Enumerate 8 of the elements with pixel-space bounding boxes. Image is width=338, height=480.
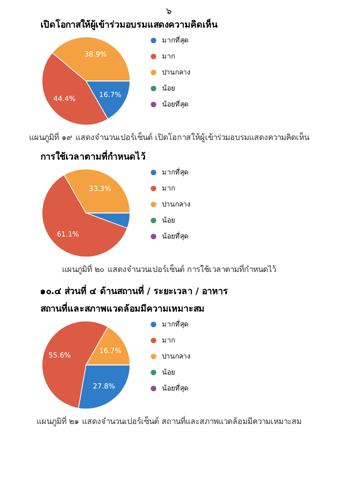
text: แผนภูมิที่ ๒๐ แสดงจำนวนเปอร์เซ็นต์ การใช้เวลาตามที่กำหนดไว้ [61, 263, 277, 276]
chart-title: เปิดโอกาสให้ผู้เข้าร่วมอบรมแสดงความคิดเห็น [40, 18, 219, 31]
text: แผนภูมิที่ ๒๑ แสดงจำนวนเปอร์เซ็นต์ สถานที่และสภาพแวดล้อมมีความเหมาะสม [36, 415, 302, 428]
chart-title: การใช้เวลาตามที่กำหนดไว้ [40, 150, 146, 163]
text: แผนภูมิที่ ๑๙ แสดงจำนวนเปอร์เซ็นต์ เปิดโอกาสให้ผู้เข้าร่วมอบรมแสดงความคิดเห็น [28, 131, 310, 144]
chart-title: สถานที่และสภาพแวดล้อมมีความเหมาะสม [40, 302, 205, 315]
text: ๖ [165, 6, 173, 18]
text: ๑๐.๔ ส่วนที่ ๔ ด้านสถานที่ / ระยะเวลา / อาหาร [39, 284, 229, 299]
